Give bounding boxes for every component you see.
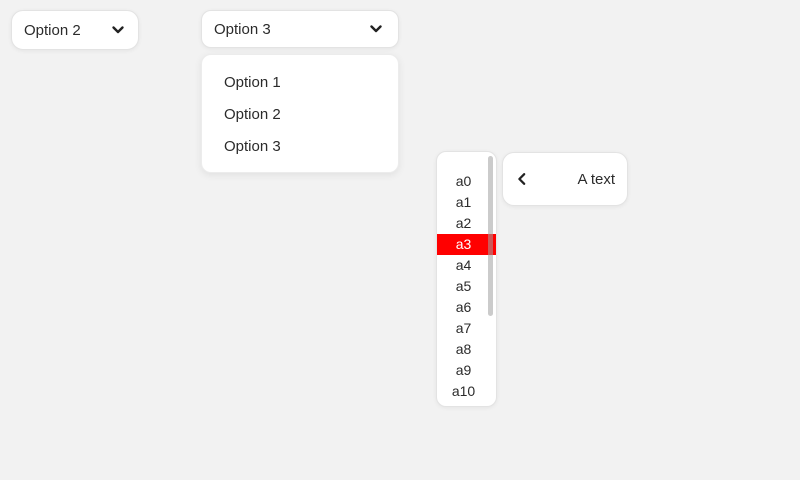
scrollbar-thumb[interactable] [488,156,493,316]
list-item[interactable]: a11 [437,402,496,406]
list-item[interactable]: a10 [451,383,476,399]
list-item[interactable]: a7 [455,320,472,336]
list-item[interactable]: a5 [455,278,472,294]
dropdown-select-1[interactable]: Option 2 [11,10,139,50]
dropdown-select-1-value: Option 2 [24,21,81,39]
dropdown-select-2[interactable]: Option 3 [201,10,399,48]
list-item-selected[interactable]: a3 [437,234,496,255]
a-text-panel: A text [502,152,628,206]
back-button[interactable] [511,168,533,190]
list-item[interactable]: a1 [455,194,472,210]
chevron-down-icon [112,26,124,34]
list-item[interactable]: a9 [455,362,472,378]
dropdown-menu-option-2[interactable]: Option 2 [224,106,281,123]
chevron-down-icon [370,25,382,33]
dropdown-select-2-value: Option 3 [214,20,271,38]
list-item[interactable]: a4 [455,257,472,273]
listbox: a0 a1 a2 a3 a4 a5 a6 a7 a8 a9 a10 a11 [436,151,497,407]
list-item[interactable]: a2 [455,215,472,231]
dropdown-menu-option-1[interactable]: Option 1 [224,74,281,91]
list-item[interactable]: a0 [455,173,472,189]
dropdown-menu: Option 1 Option 2 Option 3 [201,54,399,173]
chevron-left-icon [518,173,526,185]
list-item[interactable]: a8 [455,341,472,357]
list-item[interactable]: a6 [455,299,472,315]
panel-label: A text [577,170,615,188]
dropdown-menu-option-3[interactable]: Option 3 [224,138,281,155]
